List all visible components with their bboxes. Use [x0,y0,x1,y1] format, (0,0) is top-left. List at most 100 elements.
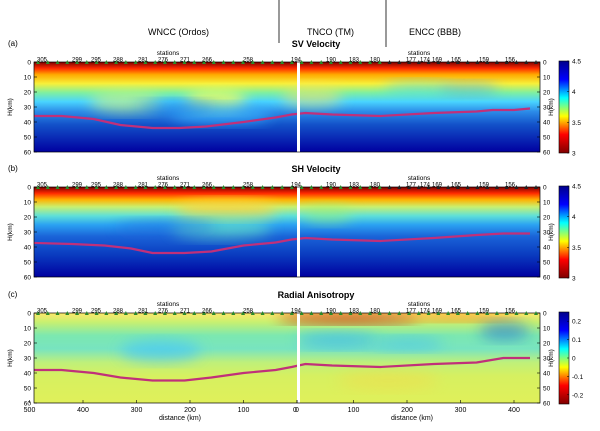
y-tick-label-right: 10 [543,326,551,333]
station-marker [260,185,265,189]
station-marker [494,60,499,64]
station-marker [162,185,167,189]
station-id-label: 174 [420,58,431,64]
station-marker [143,185,148,189]
field-base [34,313,540,403]
station-marker [407,311,412,315]
station-id-label: 295 [91,58,102,64]
station-marker [348,60,353,64]
x-tick-label-left: 0 [295,407,299,414]
station-id-label: 190 [326,183,337,189]
station-marker [358,185,363,189]
colorbar-tick-label: 4.5 [572,59,581,66]
station-marker [211,185,216,189]
station-marker [534,185,538,189]
station-id-label: 174 [420,183,431,189]
profile-split [297,187,300,277]
station-marker [231,185,236,189]
y-tick-label-left: 10 [24,75,32,82]
station-id-label: 194 [291,58,302,64]
station-marker [211,60,216,64]
station-marker [94,185,99,189]
station-id-label: 180 [370,58,381,64]
station-id-label: 190 [326,309,337,315]
station-marker [65,185,70,189]
y-tick-label-right: 10 [543,200,551,207]
station-marker [241,311,246,315]
y-axis-label-right: H(km) [548,98,555,116]
station-id-label: 165 [451,58,462,64]
moho-line [34,356,530,382]
stations-label-left: stations [157,175,180,182]
station-marker [465,185,470,189]
station-marker [133,311,138,315]
station-id-label: 288 [113,183,124,189]
field-anomaly [281,85,343,107]
station-id-label: 156 [505,183,516,189]
profile-split [297,62,300,152]
y-tick-label-left: 60 [24,275,32,282]
station-marker [192,311,197,315]
station-id-label: 183 [349,309,360,315]
station-marker [114,311,119,315]
station-id-label: 156 [505,309,516,315]
colorbar-tick-label: 0.2 [572,319,581,326]
panel-2: 305 299 295 288 281 276 271 266 258 194 190 183 180 1… [7,164,581,283]
station-marker [416,60,421,64]
station-id-label: 194 [291,183,302,189]
station-marker [75,311,80,315]
y-tick-label-left: 50 [24,135,32,142]
station-marker [250,60,255,64]
x-tick-label-left: 500 [24,407,36,414]
field-anomaly [479,322,530,340]
field-anomaly [398,313,520,322]
station-id-label: 159 [479,183,490,189]
station-id-label: 258 [243,58,254,64]
station-marker [446,185,451,189]
station-id-label: 177 [406,58,417,64]
station-marker [446,60,451,64]
panel-label: (a) [8,39,18,48]
station-marker [397,311,402,315]
station-id-label: 288 [113,58,124,64]
colorbar-tick-label: 3.5 [572,245,581,252]
station-marker [416,185,421,189]
station-marker [387,311,392,315]
station-id-label: 258 [243,309,254,315]
station-marker [221,60,226,64]
station-id-label: 299 [72,58,83,64]
y-tick-label-right: 30 [543,230,551,237]
station-marker [309,311,314,315]
y-tick-label-right: 0 [543,311,547,318]
colorbar-tick-label: -0.1 [572,374,584,381]
colorbar-tick-label: 4.5 [572,184,581,191]
station-marker [192,185,197,189]
station-marker [241,185,246,189]
field-anomaly [438,82,500,96]
station-id-label: 266 [202,309,213,315]
panel-3: 305 299 295 288 281 276 271 266 258 194 190 183 180 1… [7,290,584,422]
station-id-label: 258 [243,183,254,189]
station-marker [45,185,50,189]
station-marker [221,185,226,189]
station-marker [104,311,109,315]
station-id-label: 271 [180,58,191,64]
station-marker [485,185,490,189]
x-tick-label-right: 200 [401,407,413,414]
y-axis-label: H(km) [7,223,14,241]
station-marker [280,185,285,189]
station-marker [182,60,187,64]
station-marker [319,185,324,189]
station-marker [94,311,99,315]
panel-1: 305 299 295 288 281 276 271 266 258 194 190 183 180 1… [7,39,581,158]
station-marker [172,60,177,64]
station-id-label: 165 [451,183,462,189]
station-marker [162,311,167,315]
station-id-label: 281 [138,183,149,189]
station-id-label: 295 [91,183,102,189]
station-marker [338,311,343,315]
station-marker [475,60,480,64]
y-tick-label-left: 20 [24,90,32,97]
field [34,62,540,152]
station-marker [299,311,304,315]
